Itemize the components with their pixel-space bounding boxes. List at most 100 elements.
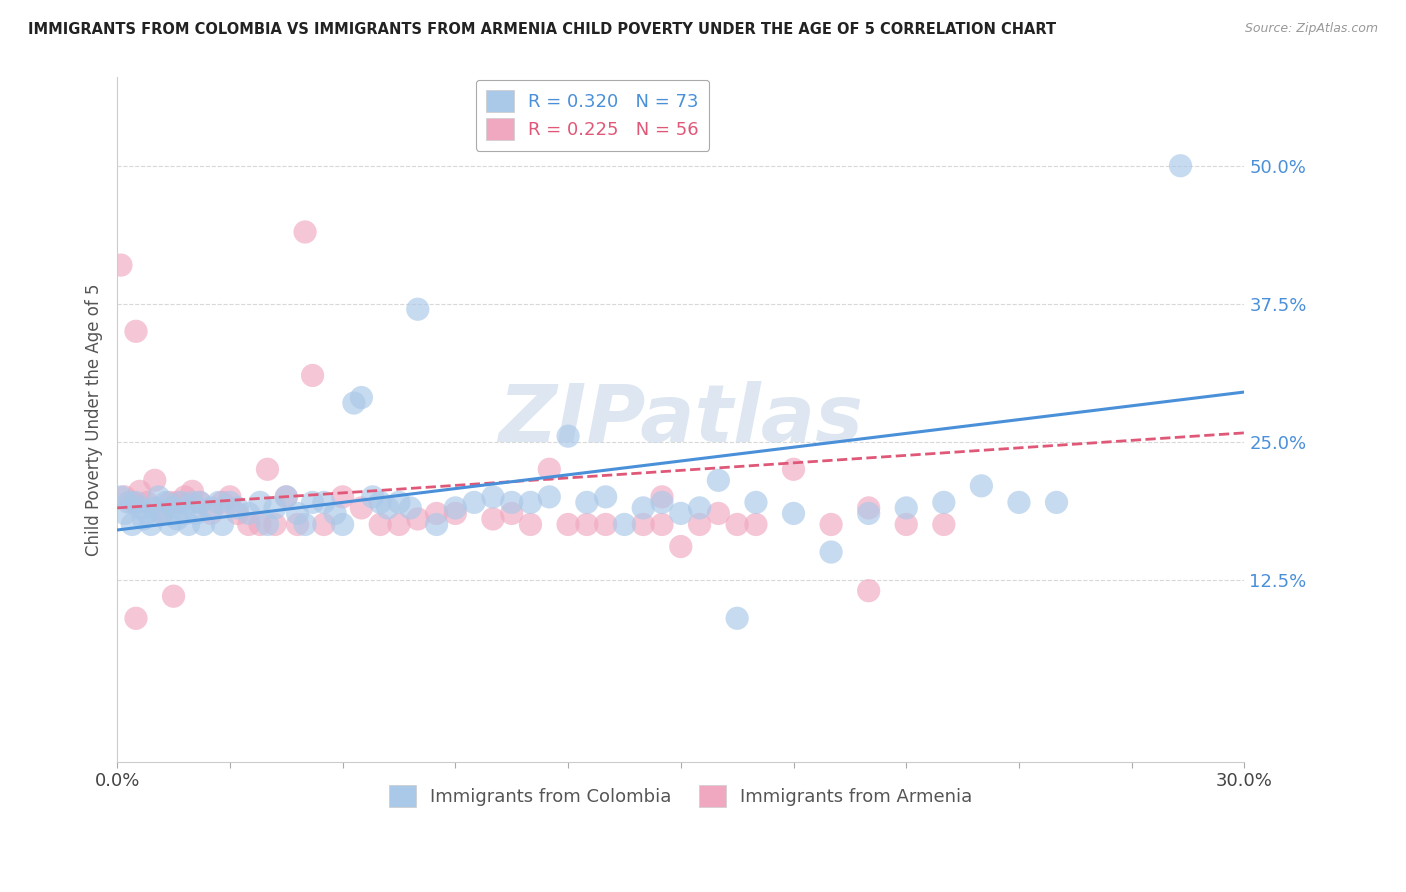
Point	[125, 495, 148, 509]
Point	[301, 495, 323, 509]
Point	[399, 500, 422, 515]
Point	[184, 507, 207, 521]
Point	[858, 583, 880, 598]
Point	[575, 517, 598, 532]
Point	[208, 495, 231, 509]
Point	[745, 517, 768, 532]
Point	[782, 462, 804, 476]
Point	[426, 517, 449, 532]
Point	[651, 495, 673, 509]
Point	[595, 490, 617, 504]
Point	[136, 507, 159, 521]
Point	[669, 540, 692, 554]
Point	[631, 517, 654, 532]
Point	[264, 517, 287, 532]
Point	[1170, 159, 1192, 173]
Point	[519, 495, 541, 509]
Point	[219, 495, 242, 509]
Point	[368, 517, 391, 532]
Point	[613, 517, 636, 532]
Point	[444, 507, 467, 521]
Point	[745, 495, 768, 509]
Point	[211, 495, 233, 509]
Point	[858, 500, 880, 515]
Point	[276, 490, 298, 504]
Text: IMMIGRANTS FROM COLOMBIA VS IMMIGRANTS FROM ARMENIA CHILD POVERTY UNDER THE AGE : IMMIGRANTS FROM COLOMBIA VS IMMIGRANTS F…	[28, 22, 1056, 37]
Point	[128, 484, 150, 499]
Point	[782, 507, 804, 521]
Y-axis label: Child Poverty Under the Age of 5: Child Poverty Under the Age of 5	[86, 284, 103, 556]
Point	[132, 512, 155, 526]
Point	[162, 500, 184, 515]
Point	[276, 490, 298, 504]
Point	[114, 507, 136, 521]
Point	[181, 484, 204, 499]
Point	[426, 507, 449, 521]
Point	[669, 507, 692, 521]
Point	[226, 500, 249, 515]
Point	[256, 462, 278, 476]
Point	[689, 517, 711, 532]
Point	[249, 517, 271, 532]
Point	[707, 507, 730, 521]
Point	[294, 225, 316, 239]
Point	[110, 490, 132, 504]
Point	[117, 495, 139, 509]
Point	[143, 500, 166, 515]
Point	[173, 507, 195, 521]
Point	[155, 495, 177, 509]
Point	[256, 517, 278, 532]
Point	[159, 495, 181, 509]
Point	[125, 324, 148, 338]
Point	[136, 495, 159, 509]
Point	[219, 490, 242, 504]
Point	[557, 429, 579, 443]
Point	[170, 495, 193, 509]
Point	[444, 500, 467, 515]
Point	[332, 490, 354, 504]
Point	[651, 490, 673, 504]
Point	[501, 495, 523, 509]
Point	[557, 517, 579, 532]
Legend: Immigrants from Colombia, Immigrants from Armenia: Immigrants from Colombia, Immigrants fro…	[381, 778, 980, 814]
Point	[368, 495, 391, 509]
Point	[312, 517, 335, 532]
Point	[162, 589, 184, 603]
Point	[707, 473, 730, 487]
Point	[1008, 495, 1031, 509]
Point	[896, 500, 918, 515]
Point	[177, 517, 200, 532]
Point	[595, 517, 617, 532]
Point	[150, 507, 173, 521]
Point	[377, 500, 399, 515]
Point	[264, 500, 287, 515]
Point	[1045, 495, 1067, 509]
Point	[193, 517, 215, 532]
Point	[725, 611, 748, 625]
Point	[725, 517, 748, 532]
Point	[173, 490, 195, 504]
Point	[463, 495, 485, 509]
Point	[651, 517, 673, 532]
Point	[388, 517, 411, 532]
Point	[406, 512, 429, 526]
Point	[287, 507, 309, 521]
Point	[148, 490, 170, 504]
Point	[166, 512, 188, 526]
Point	[343, 396, 366, 410]
Point	[896, 517, 918, 532]
Point	[188, 495, 211, 509]
Point	[538, 462, 561, 476]
Point	[820, 545, 842, 559]
Point	[858, 507, 880, 521]
Point	[689, 500, 711, 515]
Point	[121, 517, 143, 532]
Point	[350, 500, 373, 515]
Text: ZIPatlas: ZIPatlas	[498, 381, 863, 458]
Point	[501, 507, 523, 521]
Text: Source: ZipAtlas.com: Source: ZipAtlas.com	[1244, 22, 1378, 36]
Point	[200, 507, 222, 521]
Point	[181, 495, 204, 509]
Point	[388, 495, 411, 509]
Point	[538, 490, 561, 504]
